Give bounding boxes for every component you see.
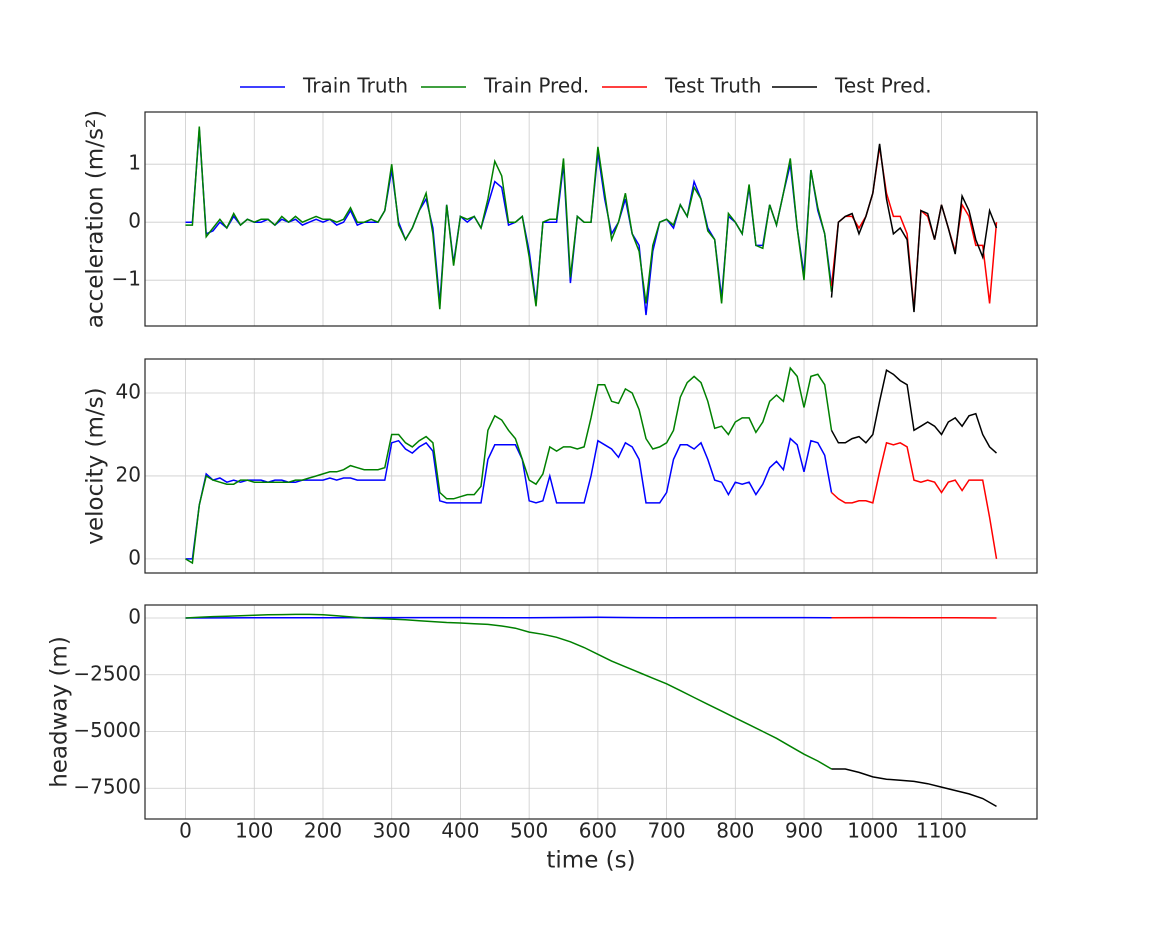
x-tick-label: 700	[647, 819, 685, 843]
y-tick-label: 40	[116, 380, 141, 404]
series-line	[832, 370, 997, 453]
plot-frame	[145, 605, 1037, 819]
x-tick-label: 500	[510, 819, 548, 843]
series-line	[186, 127, 832, 310]
x-axis-label: time (s)	[546, 848, 635, 874]
x-tick-label: 400	[441, 819, 479, 843]
series-line	[186, 614, 832, 769]
x-tick-label: 600	[579, 819, 617, 843]
y-tick-label: −1	[112, 267, 141, 291]
plot-frame	[145, 359, 1037, 573]
x-tick-label: 1000	[847, 819, 898, 843]
series-line	[186, 368, 832, 563]
series-line	[832, 443, 997, 559]
y-tick-label: 0	[128, 605, 141, 629]
series-line	[832, 769, 997, 806]
x-tick-label: 300	[373, 819, 411, 843]
x-tick-label: 800	[716, 819, 754, 843]
series-line	[186, 617, 832, 618]
y-axis-label: velocity (m/s)	[83, 387, 109, 544]
y-tick-label: 1	[128, 151, 141, 175]
y-tick-label: −5000	[73, 718, 141, 742]
x-tick-label: 200	[304, 819, 342, 843]
x-tick-label: 0	[179, 819, 192, 843]
x-tick-label: 1100	[916, 819, 967, 843]
y-tick-label: 0	[128, 209, 141, 233]
legend-label: Test Pred.	[834, 74, 932, 98]
y-tick-label: 0	[128, 545, 141, 569]
y-tick-label: 20	[116, 462, 141, 486]
legend-label: Train Truth	[302, 74, 408, 98]
y-tick-label: −7500	[73, 775, 141, 799]
y-tick-label: −2500	[73, 661, 141, 685]
legend-label: Train Pred.	[483, 74, 589, 98]
x-tick-label: 900	[785, 819, 823, 843]
x-tick-label: 100	[235, 819, 273, 843]
y-axis-label: headway (m)	[47, 636, 73, 788]
legend-label: Test Truth	[664, 74, 761, 98]
y-axis-label: acceleration (m/s²)	[83, 110, 109, 328]
series-line	[186, 439, 832, 559]
